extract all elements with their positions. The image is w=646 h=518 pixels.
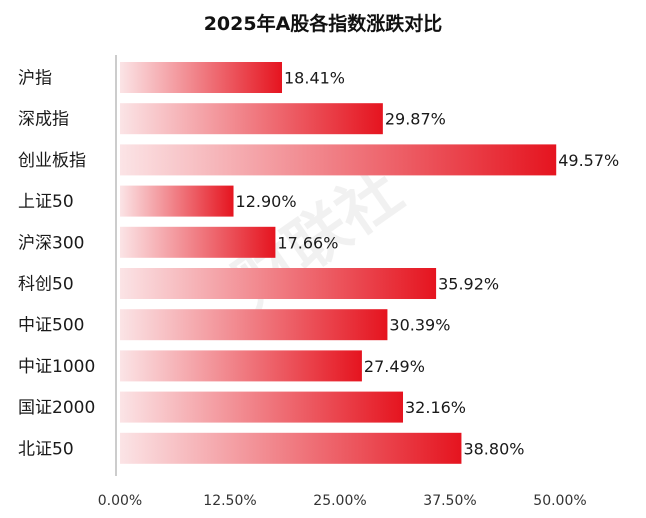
- bar: [120, 432, 462, 464]
- category-label: 中证1000: [18, 357, 95, 377]
- bar: [120, 268, 437, 299]
- x-tick-label: 12.50%: [203, 493, 256, 509]
- bar: [120, 309, 388, 341]
- value-label: 12.90%: [236, 192, 297, 211]
- category-label: 沪深300: [18, 233, 84, 253]
- value-labels: 18.41% 29.87% 49.57% 12.90% 17.66% 35.92% 30.3…: [236, 69, 620, 459]
- value-label: 49.57%: [558, 151, 619, 170]
- bars-group: [120, 62, 557, 464]
- value-label: 32.16%: [405, 398, 466, 417]
- bar: [120, 226, 276, 258]
- value-label: 17.66%: [277, 233, 338, 252]
- value-label: 38.80%: [463, 439, 524, 458]
- x-tick-label: 50.00%: [533, 493, 586, 509]
- value-label: 30.39%: [389, 316, 450, 335]
- x-tick-label: 25.00%: [313, 493, 366, 509]
- bar: [120, 391, 404, 423]
- x-tick-label: 37.50%: [423, 493, 476, 509]
- value-label: 27.49%: [364, 357, 425, 376]
- category-label: 上证50: [18, 192, 74, 212]
- x-tick-label: 0.00%: [98, 493, 142, 509]
- category-label: 沪指: [18, 69, 52, 89]
- chart-title: 2025年A股各指数涨跌对比: [204, 12, 443, 35]
- bar: [120, 103, 383, 135]
- bar: [120, 185, 234, 217]
- category-label: 国证2000: [18, 398, 95, 418]
- value-label: 29.87%: [385, 110, 446, 129]
- x-tick-labels: 0.00% 12.50% 25.00% 37.50% 50.00%: [98, 493, 587, 509]
- bar: [120, 350, 362, 382]
- category-label: 北证50: [18, 439, 74, 459]
- value-label: 35.92%: [438, 275, 499, 294]
- value-label: 18.41%: [284, 69, 345, 88]
- category-label: 中证500: [18, 316, 84, 336]
- bar: [120, 144, 557, 176]
- category-label: 科创50: [18, 275, 74, 295]
- bar: [120, 62, 283, 93]
- category-label: 深成指: [18, 110, 69, 130]
- category-label: 创业板指: [18, 151, 86, 171]
